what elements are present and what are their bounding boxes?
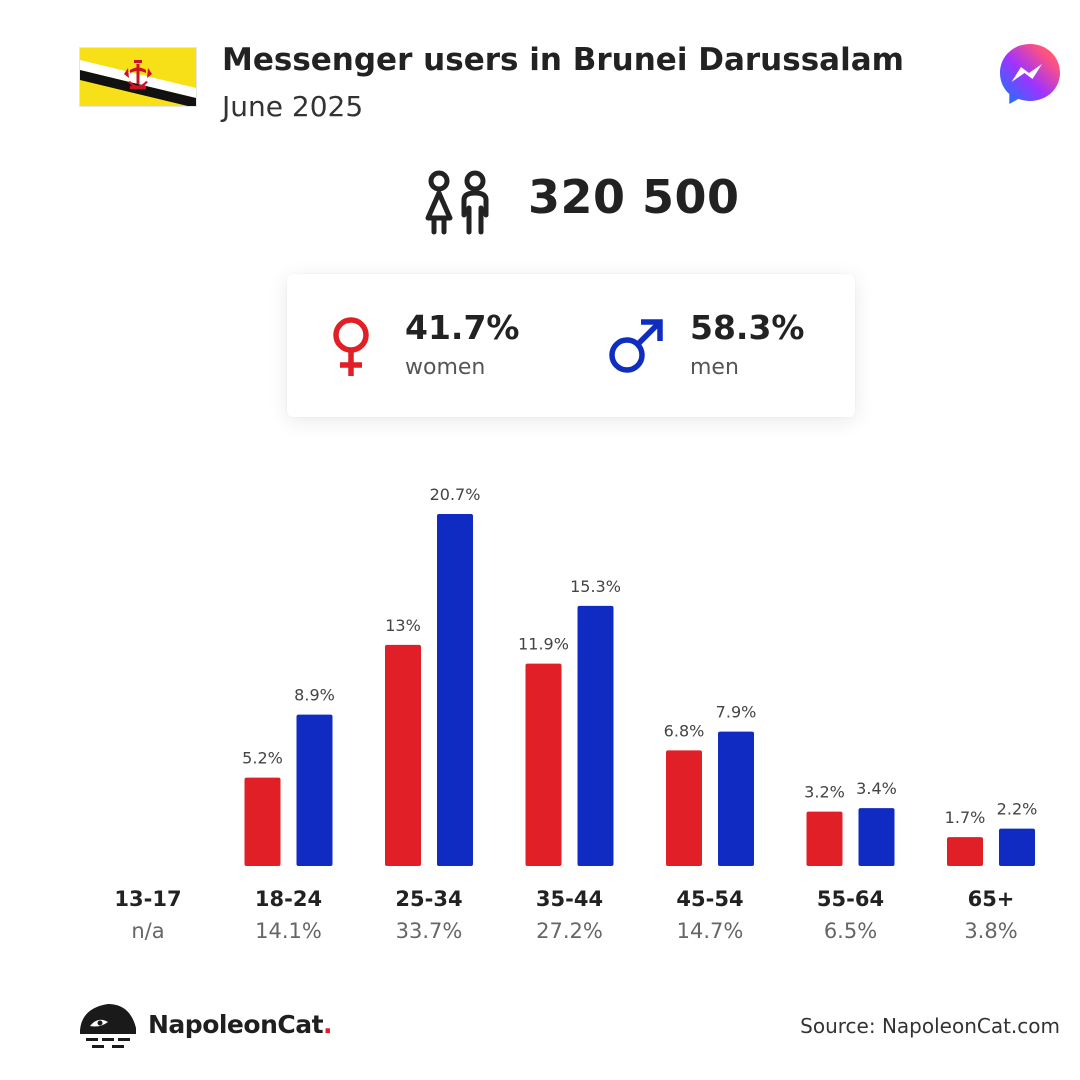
bar-men-35-44 xyxy=(577,605,614,866)
women-label: women xyxy=(405,355,486,380)
bar-value-label-men-18-24: 8.9% xyxy=(294,686,335,705)
male-symbol-icon xyxy=(607,317,665,379)
category-total-35-44: 27.2% xyxy=(536,919,603,943)
bar-women-55-64 xyxy=(806,811,843,866)
category-total-18-24: 14.1% xyxy=(255,919,322,943)
category-total-55-64: 6.5% xyxy=(824,919,877,943)
bar-men-25-34 xyxy=(437,514,473,866)
category-label-35-44: 35-44 xyxy=(536,887,603,911)
category-total-13-17: n/a xyxy=(131,919,164,943)
bar-men-65+ xyxy=(999,828,1035,866)
chart-subtitle: June 2025 xyxy=(222,90,364,123)
bar-men-55-64 xyxy=(858,808,895,866)
age-bar-chart: 13-17 n/a 5.2% 8.9% 18-24 14.1% 13% 20.7% 25-34 3… xyxy=(114,485,1038,943)
bar-value-label-men-65+: 2.2% xyxy=(997,800,1038,819)
category-label-55-64: 55-64 xyxy=(817,887,884,911)
chart-title: Messenger users in Brunei Darussalam xyxy=(222,42,904,78)
bar-value-label-women-45-54: 6.8% xyxy=(664,721,705,740)
category-label-25-34: 25-34 xyxy=(395,887,462,911)
bar-women-35-44 xyxy=(525,663,562,866)
bar-value-label-women-55-64: 3.2% xyxy=(804,783,845,802)
female-symbol-icon xyxy=(331,316,371,382)
men-percent: 58.3% xyxy=(690,308,805,347)
bar-women-65+ xyxy=(947,837,983,866)
brunei-flag-icon xyxy=(80,48,196,106)
men-label: men xyxy=(690,355,739,380)
bar-value-label-men-45-54: 7.9% xyxy=(716,703,757,722)
category-label-45-54: 45-54 xyxy=(676,887,743,911)
brand-name: NapoleonCat. xyxy=(148,1010,333,1039)
gender-card: 41.7% women 58.3% men xyxy=(287,274,855,417)
category-label-18-24: 18-24 xyxy=(255,887,322,911)
category-total-65+: 3.8% xyxy=(964,919,1017,943)
bar-value-label-men-55-64: 3.4% xyxy=(856,779,897,798)
bar-value-label-women-18-24: 5.2% xyxy=(242,749,283,768)
napoleoncat-logo-icon xyxy=(78,1000,138,1052)
bar-value-label-women-35-44: 11.9% xyxy=(518,635,569,654)
bar-value-label-women-65+: 1.7% xyxy=(945,808,986,827)
category-label-65+: 65+ xyxy=(968,887,1015,911)
bar-value-label-men-25-34: 20.7% xyxy=(430,485,481,504)
category-total-45-54: 14.7% xyxy=(677,919,744,943)
users-icon xyxy=(420,168,496,240)
bar-value-label-women-25-34: 13% xyxy=(385,616,421,635)
bar-women-45-54 xyxy=(666,750,702,866)
source-credit: Source: NapoleonCat.com xyxy=(800,1014,1060,1038)
category-label-13-17: 13-17 xyxy=(114,887,181,911)
bar-men-18-24 xyxy=(296,714,333,866)
bar-women-25-34 xyxy=(385,644,421,866)
category-total-25-34: 33.7% xyxy=(396,919,463,943)
messenger-icon xyxy=(996,40,1064,108)
bar-men-45-54 xyxy=(718,731,754,866)
bar-value-label-men-35-44: 15.3% xyxy=(570,577,621,596)
total-users: 320 500 xyxy=(528,170,740,224)
women-percent: 41.7% xyxy=(405,308,520,347)
bar-women-18-24 xyxy=(244,777,281,866)
